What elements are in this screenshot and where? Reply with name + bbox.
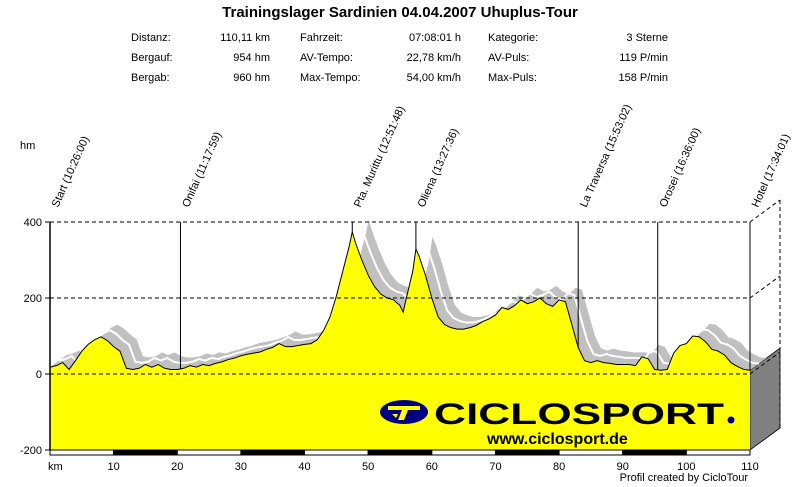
gridline-depth-200 (749, 275, 781, 299)
x-axis-segment (685, 449, 751, 456)
axes-layer: -200 0 200 400 km 10 20 30 40 50 60 70 80 90 100 110 (20, 217, 759, 473)
x-tick-label-60: 60 (426, 461, 438, 473)
elevation-fill-layer (49, 231, 751, 450)
grid-layer (50, 199, 781, 428)
ciclosport-logo-text: CICLOSPORT (434, 398, 724, 431)
stat-label-fahrzeit: Fahrzeit: (300, 32, 343, 44)
waypoint-label: Start (10:26:00) (50, 135, 92, 210)
waypoint-label: Oliena (13:27:36) (416, 127, 462, 210)
stat-value-distanz: 110,11 km (220, 32, 270, 44)
ciclosport-logo-icon (380, 400, 428, 424)
x-tick-label-80: 80 (553, 461, 565, 473)
registered-mark-icon (727, 416, 735, 424)
x-tick-label-50: 50 (362, 461, 374, 473)
waypoint-label: Pta. Murittu (12:51:48) (352, 104, 407, 209)
elevation-area (50, 231, 750, 450)
x-axis-segment (240, 449, 306, 456)
ciclosport-url: www.ciclosport.de (486, 431, 628, 448)
waypoint-label: Onifai (11:17:59) (180, 130, 224, 209)
x-axis-segment (431, 449, 496, 456)
x-tick-label-110: 110 (741, 461, 759, 473)
stat-value-bergab: 960 hm (233, 72, 270, 84)
stat-label-distanz: Distanz: (131, 32, 171, 44)
gridline-depth-400 (749, 199, 781, 223)
y-tick-label--200: -200 (20, 445, 42, 457)
stat-label-kategorie: Kategorie: (488, 32, 539, 44)
stat-value-bergauf: 954 hm (233, 52, 270, 64)
y-tick-label-400: 400 (24, 217, 42, 229)
stat-label-av-puls: AV-Puls: (488, 52, 530, 64)
x-axis-unit-label: km (48, 461, 63, 473)
waypoint-label: Orosei (16:36:00) (658, 126, 704, 209)
elevation-line (49, 231, 751, 371)
stat-value-max-puls: 158 P/min (618, 72, 668, 84)
stat-label-av-tempo: AV-Tempo: (300, 52, 353, 64)
x-tick-label-90: 90 (617, 461, 629, 473)
x-tick-label-40: 40 (298, 461, 310, 473)
x-tick-label-10: 10 (108, 461, 120, 473)
stat-label-bergab: Bergab: (131, 72, 170, 84)
ciclosport-logo: CICLOSPORT www.ciclosport.de (380, 398, 735, 448)
x-axis-segment (558, 449, 624, 456)
footer-credit: Profil created by CicloTour (619, 472, 748, 484)
x-axis-segment (304, 449, 369, 456)
x-axis-segment (367, 449, 433, 456)
gridline-depth-0 (749, 351, 781, 375)
y-tick-label-0: 0 (36, 369, 42, 381)
stat-value-max-tempo: 54,00 km/h (406, 72, 461, 84)
waypoint-label: Hotel (17:34:01) (750, 132, 793, 209)
x-tick-label-100: 100 (677, 461, 695, 473)
stat-label-max-puls: Max-Puls: (488, 72, 537, 84)
x-tick-label-30: 30 (235, 461, 247, 473)
x-axis-segment (622, 449, 687, 456)
stat-value-av-puls: 119 P/min (619, 52, 668, 64)
x-tick-label-70: 70 (489, 461, 501, 473)
chart-title: Trainingslager Sardinien 04.04.2007 Uhup… (222, 4, 578, 21)
stat-label-bergauf: Bergauf: (131, 52, 173, 64)
stat-value-fahrzeit: 07:08:01 h (409, 32, 461, 44)
x-axis-segment (113, 449, 178, 456)
y-tick-label-200: 200 (24, 293, 42, 305)
x-axis-segment (49, 449, 115, 456)
x-axis-segment (494, 449, 560, 456)
stat-value-av-tempo: 22,78 km/h (406, 52, 461, 64)
y-axis-unit-label: hm (20, 140, 36, 152)
shadow-profile (50, 219, 767, 371)
stat-value-kategorie: 3 Sterne (626, 32, 668, 44)
stat-label-max-tempo: Max-Tempo: (300, 72, 361, 84)
x-axis-segment (176, 449, 242, 456)
x-tick-label-20: 20 (171, 461, 183, 473)
waypoint-label: La Traversa (15:53:02) (578, 103, 634, 210)
